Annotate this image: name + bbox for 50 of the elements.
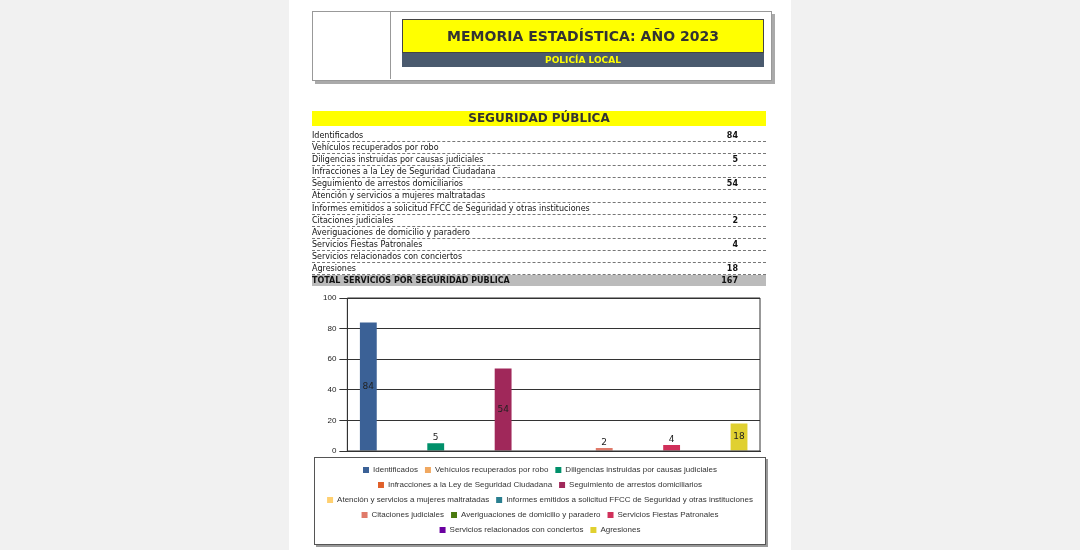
text: Servicios Fiestas Patronales [312,239,423,249]
data-label: 84 [362,380,375,391]
y-tick-label: 20 [327,415,337,425]
text: TOTAL SERVICIOS POR SEGURIDAD PUBLICA [312,276,510,286]
legend-label: Citaciones judiciales [371,510,445,520]
text: Servicios relacionados con conciertos [312,251,463,261]
text: 4 [732,238,738,250]
data-label: 18 [733,431,746,442]
y-tick-label: 60 [327,354,337,364]
y-tick-label: 80 [327,323,337,333]
text: Atención y servicios a mujeres maltratadas [312,191,486,201]
text: Seguimiento de arrestos domiciliarios [312,179,464,189]
chart-subtitle: POLICÍA LOCAL [402,53,764,67]
y-tick-label: 0 [331,446,337,456]
legend-label: Servicios Fiestas Patronales [617,510,719,520]
text: Vehículos recuperados por robo [312,143,439,153]
legend-label: Identificados [373,465,418,475]
text: 167 [721,275,738,287]
text: 2 [732,214,738,226]
text: Informes emitidos a solicitud FFCC de Seguridad y otras instituciones [312,203,590,213]
data-label: 5 [432,432,439,443]
legend-label: Seguimiento de arrestos domiciliarios [569,480,703,490]
y-tick-label: 40 [327,385,337,394]
legend-label: Vehículos recuperados por robo [434,465,549,475]
legend-label: Diligencias instruidas por causas judiciales [565,465,717,475]
text: Citaciones judiciales [312,215,394,225]
y-tick-label: 100 [322,293,337,303]
text: Identificados [312,131,364,140]
legend-label: Servicios relacionados con conciertos [449,525,584,535]
legend-label: Atención y servicios a mujeres maltratadas [337,495,490,505]
data-label: 4 [668,433,675,444]
text: 84 [726,130,738,141]
text: Agresiones [312,264,357,274]
bar [494,368,512,451]
data-label: 54 [497,403,510,414]
legend-label: Agresiones [600,525,641,535]
legend-label: Averiguaciones de domicilio y paradero [461,510,602,520]
chart-title: MEMORIA ESTADÍSTICA: AÑO 2023 [402,19,764,53]
data-label: 2 [601,436,608,447]
text: 54 [726,178,738,190]
text: Infracciones a la Ley de Seguridad Ciudadana [312,167,496,177]
bar [427,443,445,451]
text: Diligencias instruidas por causas judiciales [312,155,484,165]
legend-label: Infracciones a la Ley de Seguridad Ciudadana [387,480,553,490]
text: 18 [726,263,738,275]
legend-label: Informes emitidos a solicitud FFCC de Seguridad y otras instituciones [506,495,753,505]
text: SEGURIDAD PÚBLICA [312,111,766,126]
bar [359,322,377,451]
text: Averiguaciones de domicilio y paradero [312,227,470,237]
text: 5 [732,154,738,166]
